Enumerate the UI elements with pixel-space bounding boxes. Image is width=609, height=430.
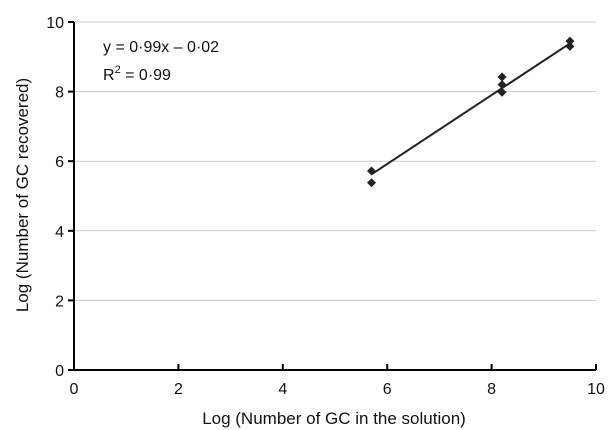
data-point-4 (497, 80, 507, 90)
data-point-5 (497, 87, 507, 97)
r-squared-value: = 0·99 (121, 67, 171, 84)
r-squared-label: R2 = 0·99 (103, 64, 171, 84)
x-axis-title: Log (Number of GC in the solution) (202, 409, 466, 428)
x-tick-label-8: 8 (487, 381, 496, 398)
ticks: 0 2 4 6 8 10 0 2 4 6 8 10 (46, 15, 605, 398)
y-tick-label-6: 6 (55, 154, 64, 171)
y-tick-label-10: 10 (46, 15, 64, 32)
data-point-3 (497, 72, 507, 82)
y-tick-label-2: 2 (55, 293, 64, 310)
data-point-1 (367, 166, 377, 176)
data-point-7 (565, 41, 575, 51)
x-tick-label-0: 0 (70, 381, 79, 398)
axes (73, 22, 596, 371)
y-axis-title: Log (Number of GC recovered) (13, 78, 32, 312)
x-tick-label-4: 4 (278, 381, 287, 398)
y-tick-label-4: 4 (55, 224, 64, 241)
regression-line-group (370, 42, 571, 176)
grid-lines (74, 21, 596, 301)
data-point-6 (565, 36, 575, 46)
r-squared-superscript: 2 (115, 64, 121, 76)
x-tick-label-6: 6 (383, 381, 392, 398)
regression-line (370, 42, 571, 176)
x-tick-label-10: 10 (587, 381, 605, 398)
equation-label: y = 0·99x – 0·02 (103, 39, 219, 56)
r-squared-r: R (103, 67, 115, 84)
y-tick-label-0: 0 (55, 363, 64, 380)
data-points (367, 36, 575, 188)
data-point-2 (367, 178, 377, 188)
y-tick-label-8: 8 (55, 85, 64, 102)
x-tick-label-2: 2 (174, 381, 183, 398)
